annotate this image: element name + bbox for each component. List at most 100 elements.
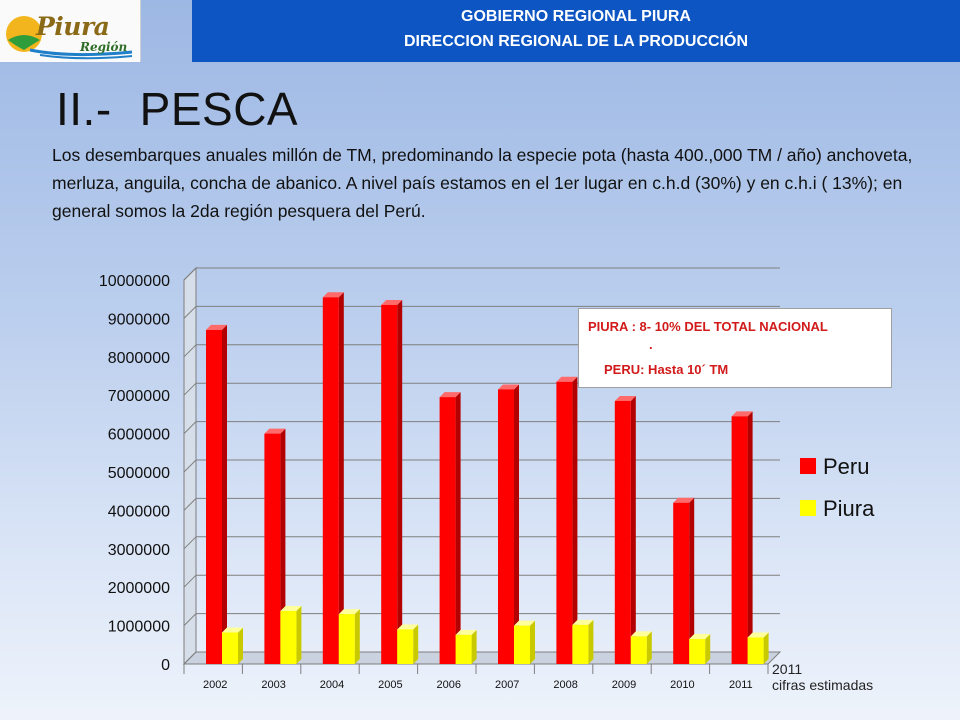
bar-side-piura <box>354 609 360 664</box>
bar-top-peru <box>731 411 753 417</box>
note-line-2: . <box>649 337 653 352</box>
bar-top-piura <box>630 631 652 637</box>
x-tick-label: 2011 <box>729 679 753 691</box>
header-line-2: DIRECCION REGIONAL DE LA PRODUCCIÓN <box>403 33 748 50</box>
bar-piura <box>572 624 589 664</box>
y-tick-label: 5000000 <box>108 465 170 482</box>
title-number: II.- <box>56 83 112 135</box>
bar-piura <box>689 639 706 664</box>
annotation-estimated: cifras estimadas <box>772 677 873 693</box>
bar-side-piura <box>588 619 594 664</box>
y-tick-label: 7000000 <box>108 388 170 405</box>
legend-label-peru: Peru <box>823 454 869 479</box>
legend-label-piura: Piura <box>823 496 875 521</box>
bar-side-piura <box>646 631 652 664</box>
bar-top-peru <box>614 395 636 401</box>
bar-top-piura <box>747 632 769 638</box>
y-tick-label: 8000000 <box>108 350 170 367</box>
logo-word: Piura <box>36 12 110 41</box>
bar-side-piura <box>530 620 535 664</box>
x-tick-label: 2004 <box>320 679 344 691</box>
bar-top-peru <box>206 324 227 330</box>
note-line-3: PERU: Hasta 10´ TM <box>604 362 729 377</box>
bar-top-piura <box>280 606 302 612</box>
logo: Piura Región <box>0 0 141 62</box>
bar-piura <box>338 614 355 664</box>
gridline-diagonal <box>183 306 197 319</box>
x-tick-label: 2010 <box>670 679 694 691</box>
bar-side-peru <box>572 376 578 664</box>
bar-top-piura <box>514 620 535 626</box>
bar-side-peru <box>747 411 753 664</box>
bar-peru <box>614 400 631 664</box>
annotation-year: 2011 <box>772 661 802 677</box>
x-tick-label: 2009 <box>612 679 636 691</box>
bar-top-peru <box>498 384 519 390</box>
bar-side-peru <box>338 292 344 664</box>
intro-paragraph: Los desembarques anuales millón de TM, p… <box>52 145 913 221</box>
bar-top-peru <box>322 292 344 298</box>
bar-top-piura <box>222 627 243 633</box>
bar-top-peru <box>439 392 461 398</box>
bar-side-peru <box>280 428 286 664</box>
bar-piura <box>280 611 297 664</box>
bar-top-piura <box>397 624 419 630</box>
bar-side-peru <box>514 384 519 664</box>
gridline-diagonal <box>183 613 197 626</box>
gridline-diagonal <box>183 267 197 281</box>
gridline-diagonal <box>183 459 197 473</box>
note-line-1: PIURA : 8- 10% DEL TOTAL NACIONAL <box>588 319 828 334</box>
bar-side-peru <box>689 497 695 664</box>
bar-side-piura <box>763 632 769 664</box>
bar-peru <box>556 381 573 664</box>
x-tick-label: 2006 <box>437 679 461 691</box>
bar-top-piura <box>455 629 477 635</box>
bar-peru <box>206 329 222 664</box>
bar-side-piura <box>471 629 477 664</box>
bar-side-peru <box>630 395 636 664</box>
bar-top-peru <box>673 497 695 503</box>
bar-side-piura <box>238 627 243 664</box>
bar-top-peru <box>381 299 403 305</box>
gridline-diagonal <box>183 498 197 511</box>
bar-side-peru <box>455 392 461 664</box>
bar-peru <box>673 502 690 664</box>
gridline-diagonal <box>183 651 197 665</box>
bar-peru <box>731 416 748 664</box>
x-tick-label: 2008 <box>553 679 577 691</box>
gridline-diagonal <box>183 421 197 434</box>
bar-side-piura <box>705 634 711 664</box>
y-tick-label: 4000000 <box>108 503 170 520</box>
bar-side-piura <box>296 606 302 664</box>
legend-swatch-piura <box>800 500 816 516</box>
gridline-diagonal <box>183 344 197 358</box>
bar-top-piura <box>689 634 711 640</box>
slide-title: II.- PESCA <box>56 82 298 136</box>
y-tick-label: 9000000 <box>108 311 170 328</box>
bar-top-piura <box>338 609 360 615</box>
y-tick-label: 0 <box>161 657 170 674</box>
bar-peru <box>439 397 456 664</box>
bar-top-peru <box>264 428 286 434</box>
y-tick-label: 3000000 <box>108 542 170 559</box>
bar-piura <box>630 636 647 664</box>
gridline-diagonal <box>183 536 197 550</box>
bar-piura <box>455 634 472 664</box>
bar-side-peru <box>397 299 403 664</box>
bar-top-piura <box>572 619 594 625</box>
logo-subword: Región <box>80 40 128 54</box>
bar-top-peru <box>556 376 578 382</box>
y-tick-label: 2000000 <box>108 580 170 597</box>
bar-peru <box>264 433 281 664</box>
y-tick-label: 10000000 <box>99 273 170 290</box>
header-banner: GOBIERNO REGIONAL PIURA DIRECCION REGION… <box>192 0 960 62</box>
bar-piura <box>514 625 530 664</box>
gridline-diagonal <box>183 574 197 588</box>
y-tick-label: 1000000 <box>108 619 170 636</box>
note-box: PIURA : 8- 10% DEL TOTAL NACIONAL . PERU… <box>578 308 892 388</box>
bar-side-piura <box>413 624 419 664</box>
header-line-1: GOBIERNO REGIONAL PIURA <box>461 8 691 25</box>
legend-swatch-peru <box>800 458 816 474</box>
x-tick-label: 2007 <box>495 679 519 691</box>
bar-chart: 0 1000000 2000000 3000000 4000000 5000000 6000… <box>99 266 875 693</box>
